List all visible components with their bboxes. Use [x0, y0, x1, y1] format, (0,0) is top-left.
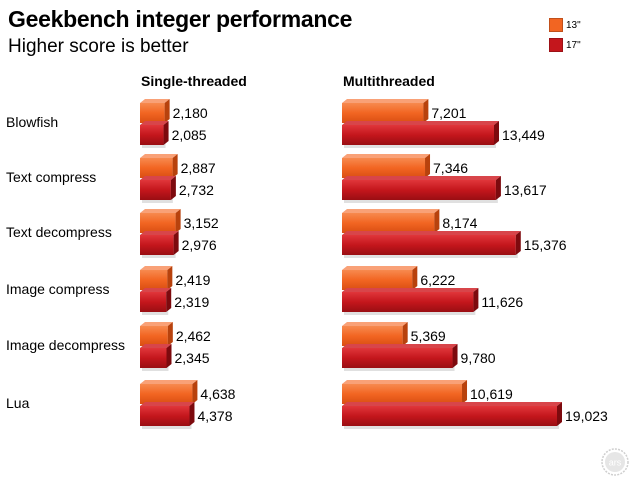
data-label: 2,180: [172, 105, 208, 121]
bar: [140, 231, 179, 258]
data-label: 2,732: [178, 182, 214, 198]
bar: [140, 121, 169, 148]
category-label: Blowfish: [6, 114, 59, 130]
legend-label-17: 17": [566, 39, 581, 51]
legend-swatch-17: [549, 38, 563, 52]
category-label: Image decompress: [6, 337, 126, 353]
legend-swatch-13: [549, 18, 563, 32]
bar: [140, 288, 172, 315]
chart-title: Geekbench integer performance: [8, 6, 353, 32]
bar: [140, 344, 172, 371]
bar: [342, 231, 521, 258]
data-label: 6,222: [420, 272, 456, 288]
category-label: Image compress: [6, 281, 110, 297]
data-label: 2,345: [174, 350, 210, 366]
ars-technica-logo-icon: ars: [601, 448, 629, 476]
data-label: 2,419: [175, 272, 211, 288]
data-label: 7,346: [433, 160, 469, 176]
bar: [140, 176, 176, 203]
data-label: 9,780: [460, 350, 496, 366]
data-label: 2,462: [175, 328, 211, 344]
data-label: 13,449: [502, 127, 545, 143]
data-label: 4,638: [200, 386, 236, 402]
bar: [342, 344, 458, 371]
data-label: 2,976: [181, 237, 217, 253]
data-label: 19,023: [565, 408, 608, 424]
legend-label-13: 13": [566, 19, 581, 31]
data-label: 15,376: [523, 237, 567, 253]
bar: [140, 402, 195, 429]
svg-text:ars: ars: [609, 458, 622, 468]
category-label: Lua: [6, 395, 30, 411]
data-label: 8,174: [442, 215, 478, 231]
category-label: Text decompress: [6, 224, 112, 240]
data-label: 2,085: [171, 127, 207, 143]
data-label: 7,201: [431, 105, 467, 121]
bar: [342, 288, 479, 315]
legend-item-17: 17": [549, 38, 581, 52]
panel-title-multithreaded: Multithreaded: [343, 73, 435, 89]
legend-item-13: 13": [549, 18, 581, 32]
data-label: 2,887: [180, 160, 216, 176]
data-label: 3,152: [183, 215, 219, 231]
data-label: 10,619: [470, 386, 513, 402]
data-label: 11,626: [481, 294, 524, 310]
chart-subtitle: Higher score is better: [8, 36, 189, 57]
bar: [342, 402, 562, 429]
data-label: 5,369: [410, 328, 446, 344]
bar: [342, 176, 501, 203]
data-label: 2,319: [174, 294, 210, 310]
bar: [342, 121, 500, 148]
panel-title-single-threaded: Single-threaded: [141, 73, 247, 89]
data-label: 13,617: [503, 182, 547, 198]
category-label: Text compress: [6, 169, 97, 185]
data-label: 4,378: [197, 408, 233, 424]
